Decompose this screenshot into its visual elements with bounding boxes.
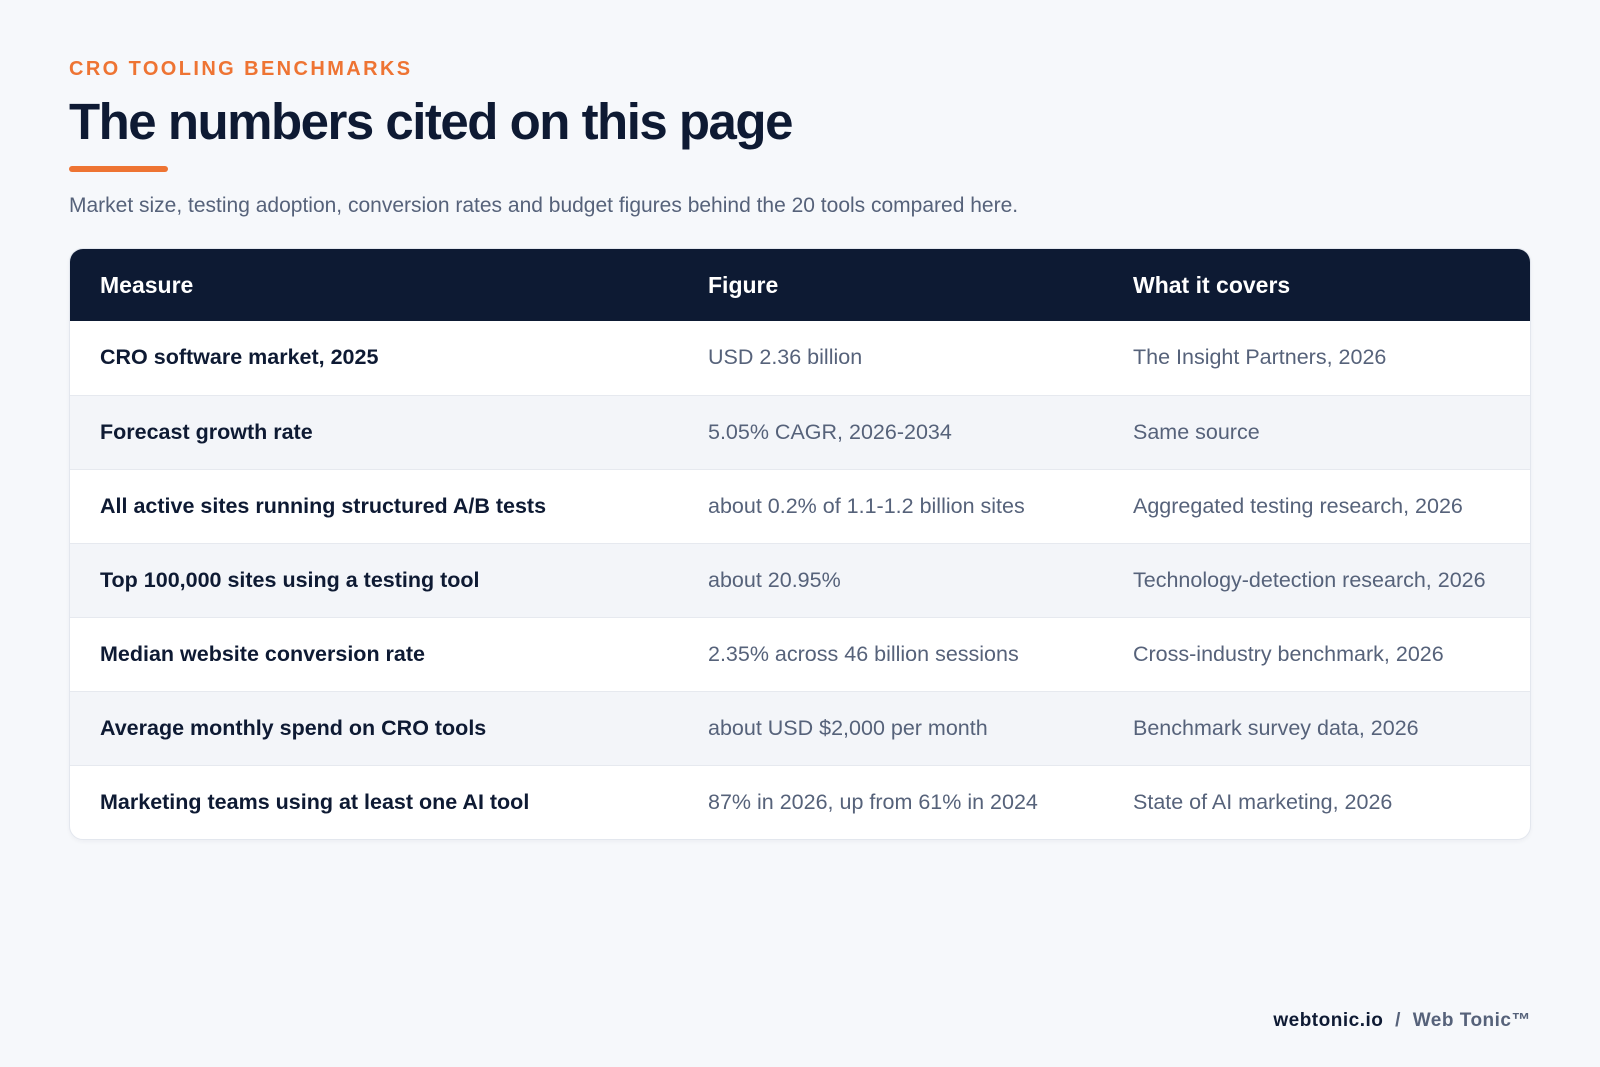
- cell-figure: about 0.2% of 1.1-1.2 billion sites: [708, 493, 1025, 518]
- title-accent-rule: [69, 166, 168, 172]
- cell-measure: Marketing teams using at least one AI to…: [100, 789, 530, 814]
- table-row: Average monthly spend on CRO tools about…: [70, 691, 1530, 765]
- cell-measure: All active sites running structured A/B …: [100, 493, 547, 518]
- table-header: Measure Figure What it covers: [70, 249, 1530, 321]
- cell-measure: CRO software market, 2025: [100, 345, 379, 370]
- cell-covers: The Insight Partners, 2026: [1133, 345, 1387, 370]
- cell-figure: 5.05% CAGR, 2026-2034: [708, 419, 952, 444]
- cell-measure: Median website conversion rate: [100, 641, 425, 666]
- cell-covers: State of AI marketing, 2026: [1133, 789, 1393, 814]
- cell-covers: Benchmark survey data, 2026: [1133, 715, 1419, 740]
- cell-figure: about 20.95%: [708, 567, 841, 592]
- column-header-covers: What it covers: [1133, 271, 1291, 298]
- table-row: Top 100,000 sites using a testing tool a…: [70, 543, 1530, 617]
- cell-figure: 2.35% across 46 billion sessions: [708, 641, 1019, 666]
- column-header-measure: Measure: [100, 271, 194, 298]
- cell-figure: about USD $2,000 per month: [708, 715, 988, 740]
- table-body: CRO software market, 2025 USD 2.36 billi…: [70, 321, 1530, 839]
- footer-separator: /: [1395, 1010, 1401, 1031]
- eyebrow-label: CRO TOOLING BENCHMARKS: [69, 58, 413, 80]
- footer-brand: Web Tonic™: [1412, 1010, 1531, 1031]
- cell-measure: Average monthly spend on CRO tools: [100, 715, 487, 740]
- page-title: The numbers cited on this page: [69, 93, 793, 150]
- cell-figure: 87% in 2026, up from 61% in 2024: [708, 789, 1038, 814]
- footer-domain: webtonic.io: [1273, 1010, 1384, 1031]
- table-row: All active sites running structured A/B …: [70, 469, 1530, 543]
- cell-covers: Aggregated testing research, 2026: [1133, 493, 1463, 518]
- cell-covers: Cross-industry benchmark, 2026: [1133, 641, 1444, 666]
- table-row: CRO software market, 2025 USD 2.36 billi…: [70, 321, 1530, 395]
- column-header-figure: Figure: [708, 271, 779, 298]
- footer-credit: webtonic.io / Web Tonic™: [1273, 1010, 1531, 1032]
- benchmarks-table-card: Measure Figure What it covers CRO softwa…: [69, 248, 1531, 840]
- cell-measure: Top 100,000 sites using a testing tool: [100, 567, 480, 592]
- cell-figure: USD 2.36 billion: [708, 345, 863, 370]
- table-header-row: Measure Figure What it covers: [70, 249, 1530, 321]
- table-row: Marketing teams using at least one AI to…: [70, 765, 1530, 839]
- cell-covers: Same source: [1133, 419, 1260, 444]
- table-row: Forecast growth rate 5.05% CAGR, 2026-20…: [70, 395, 1530, 469]
- benchmarks-table: Measure Figure What it covers CRO softwa…: [70, 249, 1530, 839]
- cell-measure: Forecast growth rate: [100, 419, 313, 444]
- cell-covers: Technology-detection research, 2026: [1133, 567, 1486, 592]
- table-row: Median website conversion rate 2.35% acr…: [70, 617, 1530, 691]
- page-subtitle: Market size, testing adoption, conversio…: [69, 194, 1019, 217]
